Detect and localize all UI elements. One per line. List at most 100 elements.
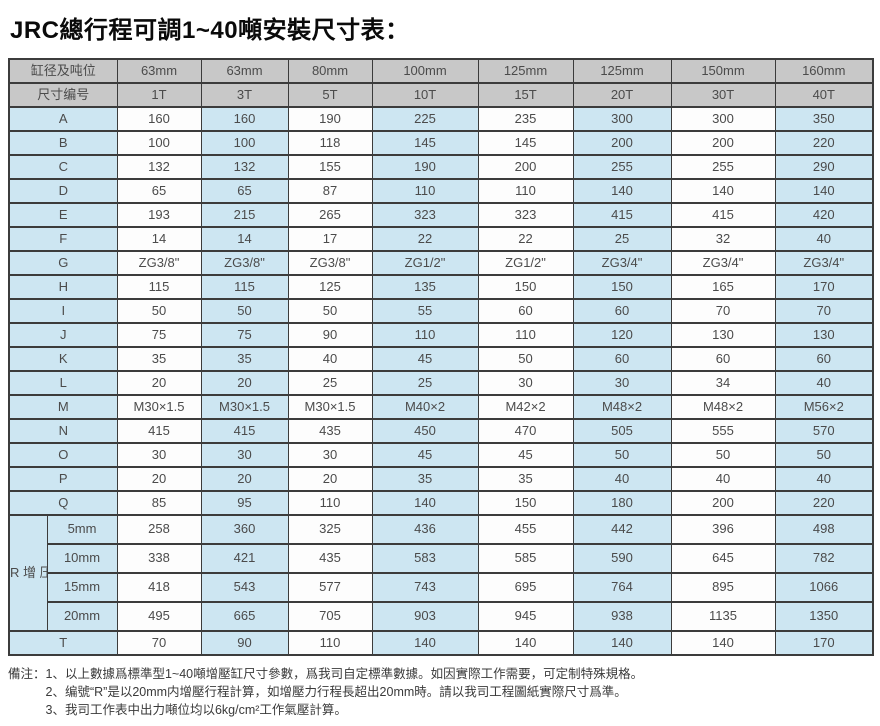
value-cell: 100	[116, 130, 202, 156]
value-cell: 235	[477, 106, 574, 132]
value-cell: 421	[200, 543, 289, 574]
value-cell: 505	[572, 418, 672, 444]
value-cell: ZG1/2"	[371, 250, 479, 276]
value-cell: 34	[670, 370, 776, 396]
value-cell: 20	[200, 466, 289, 492]
dimension-row-N: N 415 415 435 450 470 505 555 570	[8, 418, 874, 444]
value-cell: 170	[774, 274, 874, 300]
value-cell: 415	[670, 202, 776, 228]
value-cell: 30	[572, 370, 672, 396]
value-cell: M42×2	[477, 394, 574, 420]
value-cell: 40	[774, 370, 874, 396]
r-stroke-row-5mm: R 增 压 行 程5mm258360325436455442396498	[8, 514, 874, 632]
value-cell: 743	[371, 572, 479, 603]
value-cell: ZG3/8"	[287, 250, 373, 276]
row-label-cell: K	[8, 346, 118, 372]
value-cell: 20	[200, 370, 289, 396]
r-stroke-label-cell: 15mm	[46, 572, 118, 603]
row-label-cell: I	[8, 298, 118, 324]
row-label-cell: O	[8, 442, 118, 468]
value-cell: 1135	[670, 601, 776, 632]
note-line-2: 2、编號“R”是以20mm内增壓行程計算，如增壓力行程長超出20mm時。請以我司…	[45, 685, 627, 699]
value-cell: 455	[477, 514, 574, 545]
value-cell: 215	[200, 202, 289, 228]
value-cell: 132	[116, 154, 202, 180]
value-cell: 498	[774, 514, 874, 545]
dimension-row-H: H 115 115 125 135 150 150 165 170	[8, 274, 874, 300]
value-cell: 35	[477, 466, 574, 492]
value-cell: 323	[371, 202, 479, 228]
value-cell: 40	[670, 466, 776, 492]
value-cell: 90	[287, 322, 373, 348]
value-cell: 577	[287, 572, 373, 603]
value-cell: 300	[572, 106, 672, 132]
value-cell: 705	[287, 601, 373, 632]
dimension-row-E: E 193 215 265 323 323 415 415 420	[8, 202, 874, 228]
value-cell: 50	[774, 442, 874, 468]
value-cell: 135	[371, 274, 479, 300]
dimension-row-G: G ZG3/8" ZG3/8" ZG3/8" ZG1/2" ZG1/2" ZG3/4" ZG3…	[8, 250, 874, 276]
value-cell: 200	[572, 130, 672, 156]
notes-label: 備注：	[8, 667, 46, 681]
value-cell: 415	[572, 202, 672, 228]
value-cell: M30×1.5	[116, 394, 202, 420]
value-cell: 65	[116, 178, 202, 204]
row-label-cell: N	[8, 418, 118, 444]
value-cell: 125	[287, 274, 373, 300]
row-label-cell: D	[8, 178, 118, 204]
value-cell: 50	[116, 298, 202, 324]
value-cell: 55	[371, 298, 479, 324]
value-cell: 570	[774, 418, 874, 444]
dimension-row-P: P 20 20 20 35 35 40 40 40	[8, 466, 874, 492]
bore-header-cell: 63mm	[200, 58, 289, 84]
value-cell: 764	[572, 572, 672, 603]
value-cell: 35	[116, 346, 202, 372]
dimension-row-Q: Q 85 95 110 140 150 180 200 220	[8, 490, 874, 516]
value-cell: 22	[371, 226, 479, 252]
value-cell: 938	[572, 601, 672, 632]
value-cell: M40×2	[371, 394, 479, 420]
value-cell: 180	[572, 490, 672, 516]
notes: 備注： 1、以上數據爲標準型1~40噸增壓缸尺寸參數，爲我司自定標準數據。如因實…	[8, 665, 880, 719]
size-code-header-cell: 15T	[477, 82, 574, 108]
value-cell: 14	[116, 226, 202, 252]
row-label-cell: E	[8, 202, 118, 228]
value-cell: 25	[572, 226, 672, 252]
value-cell: 45	[371, 442, 479, 468]
value-cell: 145	[477, 130, 574, 156]
value-cell: 645	[670, 543, 776, 574]
value-cell: ZG3/4"	[774, 250, 874, 276]
value-cell: 50	[287, 298, 373, 324]
value-cell: 435	[287, 543, 373, 574]
value-cell: 60	[774, 346, 874, 372]
row-label-cell: P	[8, 466, 118, 492]
dimension-row-J: J 75 75 90 110 110 120 130 130	[8, 322, 874, 348]
value-cell: 87	[287, 178, 373, 204]
value-cell: 895	[670, 572, 776, 603]
value-cell: M30×1.5	[287, 394, 373, 420]
notes-items: 1、以上數據爲標準型1~40噸增壓缸尺寸參數，爲我司自定標準數據。如因實際工作需…	[46, 665, 880, 719]
value-cell: 415	[116, 418, 202, 444]
value-cell: 350	[774, 106, 874, 132]
size-code-header-cell: 3T	[200, 82, 289, 108]
value-cell: 450	[371, 418, 479, 444]
value-cell: 470	[477, 418, 574, 444]
value-cell: 323	[477, 202, 574, 228]
row-label-cell: M	[8, 394, 118, 420]
value-cell: 225	[371, 106, 479, 132]
dimension-row-K: K 35 35 40 45 50 60 60 60	[8, 346, 874, 372]
value-cell: 396	[670, 514, 776, 545]
size-code-header-cell: 10T	[371, 82, 479, 108]
value-cell: 30	[287, 442, 373, 468]
value-cell: ZG3/8"	[200, 250, 289, 276]
note-line-3: 3、我司工作表中出力噸位均以6kg/cm²工作氣壓計算。	[45, 703, 347, 717]
page-title: JRC總行程可調1~40噸安裝尺寸表：	[10, 17, 410, 44]
value-cell: 436	[371, 514, 479, 545]
value-cell: 110	[287, 630, 373, 656]
value-cell: 22	[477, 226, 574, 252]
row-label-cell: F	[8, 226, 118, 252]
dimension-row-A: A 160 160 190 225 235 300 300 350	[8, 106, 874, 132]
value-cell: 110	[371, 322, 479, 348]
value-cell: 200	[477, 154, 574, 180]
value-cell: 50	[477, 346, 574, 372]
